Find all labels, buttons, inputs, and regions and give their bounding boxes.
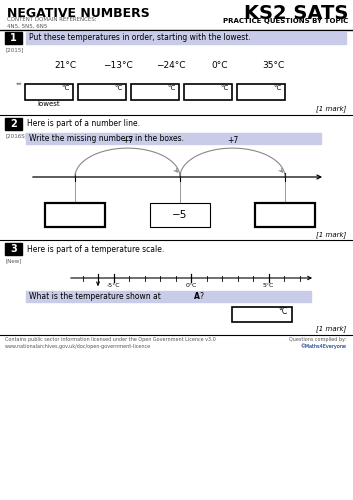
Bar	[255, 203, 315, 227]
Text: Put these temperatures in order, starting with the lowest.: Put these temperatures in order, startin…	[29, 34, 251, 42]
Text: Questions compiled by:
©Maths4Everyone: Questions compiled by: ©Maths4Everyone	[289, 337, 346, 349]
Text: [1 mark]: [1 mark]	[316, 231, 346, 238]
Text: What is the temperature shown at: What is the temperature shown at	[29, 292, 163, 301]
Text: Contains public sector information licensed under the Open Government Licence v3: Contains public sector information licen…	[5, 337, 216, 348]
Bar	[232, 307, 292, 322]
Bar	[131, 84, 179, 100]
Text: 21°C: 21°C	[54, 62, 76, 70]
Text: [1 mark]: [1 mark]	[316, 325, 346, 332]
Text: PRACTICE QUESTIONS BY TOPIC: PRACTICE QUESTIONS BY TOPIC	[223, 18, 348, 24]
Text: −24°C: −24°C	[156, 62, 186, 70]
Text: +7: +7	[122, 136, 133, 145]
Bar	[237, 84, 285, 100]
Bar	[5, 32, 22, 44]
Text: ?: ?	[199, 292, 203, 301]
Text: °C: °C	[221, 86, 229, 91]
Text: -5°C: -5°C	[107, 283, 120, 288]
Text: °C: °C	[62, 86, 70, 91]
Text: Write the missing numbers in the boxes.: Write the missing numbers in the boxes.	[29, 134, 184, 143]
Text: −13°C: −13°C	[103, 62, 133, 70]
Text: 1: 1	[10, 33, 17, 43]
Text: A: A	[95, 293, 102, 302]
Text: NEGATIVE NUMBERS: NEGATIVE NUMBERS	[7, 7, 150, 20]
Text: +7: +7	[227, 136, 238, 145]
Text: KS2 SATS: KS2 SATS	[244, 4, 348, 23]
Bar	[5, 118, 22, 130]
Text: 3: 3	[10, 244, 17, 254]
Bar	[45, 203, 105, 227]
Bar	[184, 84, 232, 100]
Text: 0°C: 0°C	[212, 62, 228, 70]
Text: Here is part of a number line.: Here is part of a number line.	[27, 120, 140, 128]
Text: [2015]: [2015]	[5, 47, 23, 52]
Text: °C: °C	[168, 86, 176, 91]
Text: [New]: [New]	[5, 258, 22, 263]
Text: 0°C: 0°C	[185, 283, 197, 288]
Text: °C: °C	[115, 86, 123, 91]
Bar	[26, 133, 321, 144]
Bar	[150, 203, 210, 227]
Text: −5: −5	[172, 210, 188, 220]
Text: [1 mark]: [1 mark]	[316, 105, 346, 112]
Bar	[78, 84, 126, 100]
Text: CONTENT DOMAIN REFERENCES:
4N5, 5N5, 6N5: CONTENT DOMAIN REFERENCES: 4N5, 5N5, 6N5	[7, 17, 97, 28]
Text: [2016S]: [2016S]	[5, 133, 27, 138]
Text: lowest: lowest	[38, 101, 60, 107]
Bar	[26, 32, 346, 44]
Text: °C: °C	[274, 86, 282, 91]
Text: ©Maths4Everyone: ©Maths4Everyone	[300, 343, 346, 348]
Text: 35°C: 35°C	[262, 62, 284, 70]
Text: 5°C: 5°C	[263, 283, 274, 288]
Text: Here is part of a temperature scale.: Here is part of a temperature scale.	[27, 244, 164, 254]
Text: °C: °C	[278, 306, 287, 316]
Bar	[26, 291, 311, 302]
Text: 2: 2	[10, 119, 17, 129]
Text: ⬌: ⬌	[16, 81, 22, 87]
Bar	[5, 243, 22, 255]
Bar	[25, 84, 73, 100]
Text: A: A	[194, 292, 200, 301]
